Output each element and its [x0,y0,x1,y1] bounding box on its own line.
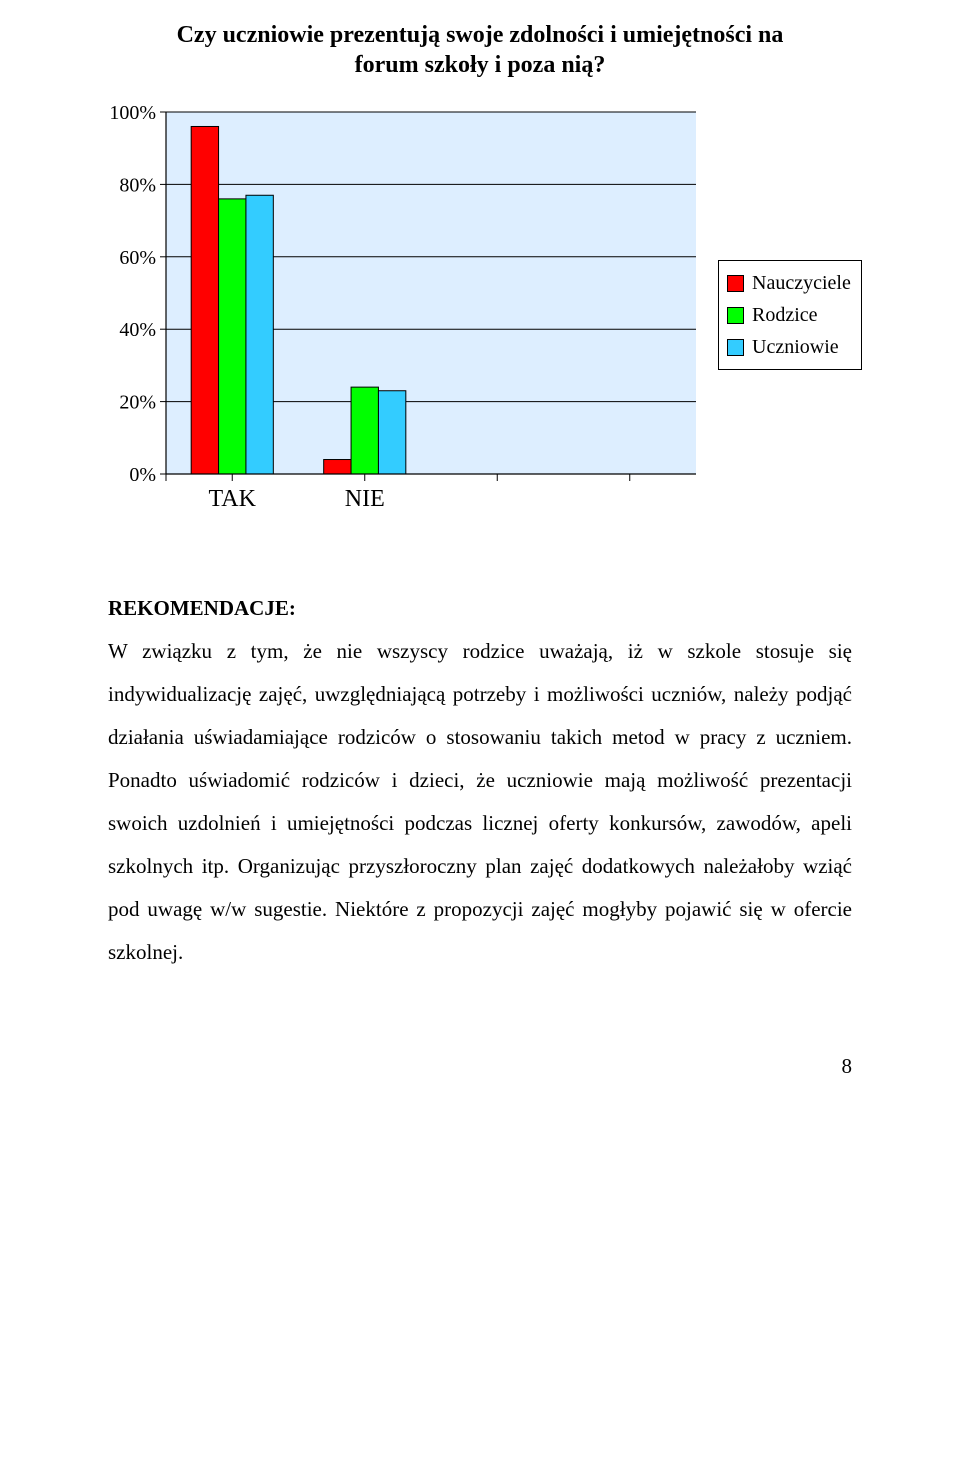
legend-label: Uczniowie [752,331,839,363]
y-tick-label: 0% [129,464,156,486]
legend-swatch [727,307,744,324]
rekomendacje-heading: REKOMENDACJE: [108,596,296,620]
legend-item: Rodzice [727,299,851,331]
y-tick-label: 40% [119,319,156,341]
chart-title-line1: Czy uczniowie prezentują swoje zdolności… [177,22,784,48]
legend-swatch [727,339,744,356]
body-text: REKOMENDACJE: W związku z tym, że nie ws… [108,587,852,974]
legend-swatch [727,275,744,292]
y-tick-label: 100% [109,104,156,124]
x-category-label: TAK [209,486,257,512]
chart: 0% 20% 40% 60% 80% 100% TAK NIE [108,104,708,523]
bar [351,387,378,474]
legend-item: Nauczyciele [727,267,851,299]
legend: NauczycieleRodziceUczniowie [718,260,862,370]
legend-label: Nauczyciele [752,267,851,299]
page-number: 8 [108,1054,852,1079]
bar [246,195,273,474]
rekomendacje-body: W związku z tym, że nie wszyscy rodzice … [108,639,852,964]
bar [191,126,218,474]
bar [324,460,351,474]
legend-label: Rodzice [752,299,818,331]
x-category-label: NIE [345,486,385,512]
y-tick-label: 80% [119,174,156,196]
legend-item: Uczniowie [727,331,851,363]
chart-title: Czy uczniowie prezentują swoje zdolności… [108,20,852,80]
y-tick-label: 20% [119,392,156,414]
bar [378,391,405,474]
bar [219,199,246,474]
y-tick-label: 60% [119,247,156,269]
chart-title-line2: forum szkoły i poza nią? [355,52,606,78]
